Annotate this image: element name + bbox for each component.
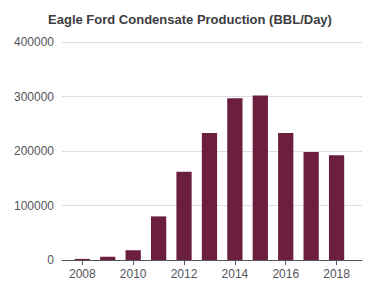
svg-text:0: 0: [47, 253, 54, 267]
svg-text:200000: 200000: [14, 144, 54, 158]
svg-text:Eagle Ford Condensate Producti: Eagle Ford Condensate Production (BBL/Da…: [48, 12, 332, 27]
svg-text:2014: 2014: [222, 267, 249, 281]
svg-text:400000: 400000: [14, 35, 54, 49]
svg-text:100000: 100000: [14, 199, 54, 213]
svg-text:2016: 2016: [272, 267, 299, 281]
svg-text:2012: 2012: [171, 267, 198, 281]
svg-text:2010: 2010: [120, 267, 147, 281]
svg-text:2008: 2008: [69, 267, 96, 281]
svg-text:2018: 2018: [323, 267, 350, 281]
svg-text:300000: 300000: [14, 90, 54, 104]
